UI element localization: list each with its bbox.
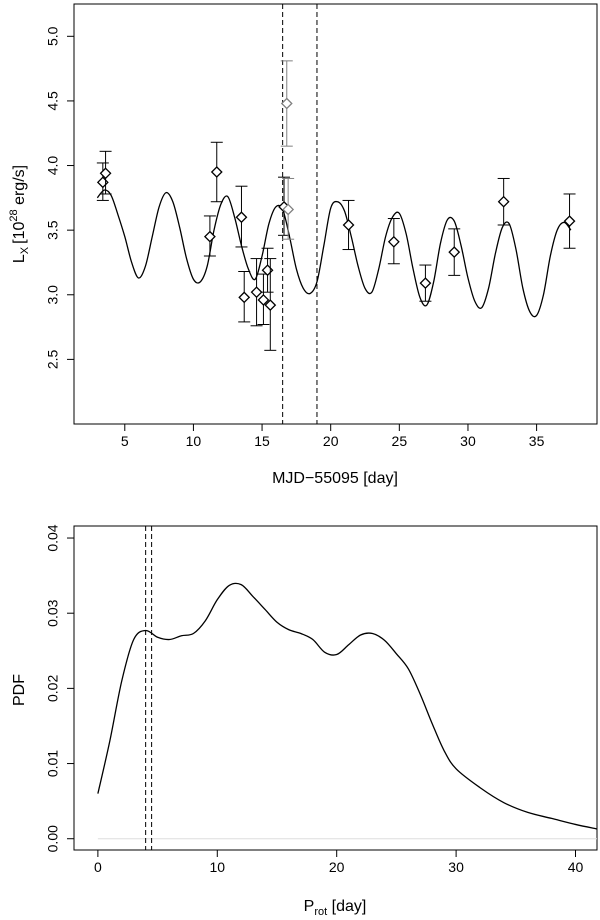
data-point-marker bbox=[563, 215, 576, 228]
lightcurve-y-tick-label: 3.5 bbox=[45, 220, 61, 240]
pdf-x-tick-label: 40 bbox=[568, 859, 584, 875]
pdf-y-tick-label: 0.04 bbox=[45, 524, 61, 551]
data-point-marker bbox=[419, 277, 432, 290]
data-point-marker bbox=[280, 97, 293, 110]
data-point-marker bbox=[264, 299, 277, 312]
data-point-marker bbox=[282, 203, 295, 216]
pdf-y-axis-label: PDF bbox=[11, 674, 28, 706]
data-point-marker bbox=[99, 167, 112, 180]
pdf-x-tick-label: 20 bbox=[329, 859, 345, 875]
lightcurve-y-tick-label: 5.0 bbox=[45, 26, 61, 46]
lightcurve-y-tick-label: 4.0 bbox=[45, 156, 61, 176]
data-point-marker bbox=[342, 219, 355, 231]
lightcurve-x-axis-label: MJD−55095 [day] bbox=[272, 470, 398, 487]
data-point-marker bbox=[96, 176, 109, 189]
pdf-panel: 0 10 20 30 40 0.00 0.01 0.02 0.03 0.04 Prot [day]… bbox=[11, 524, 598, 918]
data-point-marker bbox=[203, 230, 216, 243]
data-point-marker bbox=[257, 294, 270, 306]
lightcurve-y-tick-label: 4.5 bbox=[45, 91, 61, 111]
pdf-x-tick-label: 0 bbox=[94, 859, 102, 875]
data-point-marker bbox=[210, 166, 223, 178]
pdf-line bbox=[97, 582, 598, 830]
lightcurve-x-tick-label: 15 bbox=[254, 433, 270, 449]
lightcurve-x-tick-label: 10 bbox=[186, 433, 202, 449]
lightcurve-x-tick-label: 25 bbox=[392, 433, 408, 449]
pdf-y-tick-label: 0.03 bbox=[45, 599, 61, 626]
lightcurve-plot-frame bbox=[73, 3, 598, 425]
lightcurve-y-axis-label: LX[1028 erg/s] bbox=[8, 165, 31, 263]
lightcurve-x-tick-label: 20 bbox=[323, 433, 339, 449]
pdf-x-axis-label: Prot [day] bbox=[304, 898, 367, 918]
data-point-marker bbox=[238, 291, 251, 304]
data-point-marker bbox=[387, 235, 400, 248]
lightcurve-y-tick-label: 2.5 bbox=[45, 349, 61, 369]
lightcurve-x-tick-label: 35 bbox=[529, 433, 545, 449]
pdf-y-tick-label: 0.00 bbox=[45, 825, 61, 852]
pdf-x-tick-label: 10 bbox=[209, 859, 225, 875]
data-point-marker bbox=[250, 286, 263, 299]
lightcurve-x-tick-label: 5 bbox=[121, 433, 129, 449]
pdf-y-tick-label: 0.02 bbox=[45, 675, 61, 702]
data-point-marker bbox=[497, 195, 510, 208]
data-point-marker bbox=[448, 246, 461, 259]
pdf-y-tick-label: 0.01 bbox=[45, 750, 61, 777]
pdf-plot-frame bbox=[73, 525, 598, 851]
lightcurve-panel: 5 10 15 20 25 30 35 2.5 3.0 3.5 4.0 4.5 5.0 MJD−5509… bbox=[8, 3, 598, 487]
lightcurve-model-line bbox=[96, 189, 572, 318]
data-point-marker bbox=[235, 211, 248, 224]
lightcurve-x-tick-label: 30 bbox=[460, 433, 476, 449]
lightcurve-y-tick-label: 3.0 bbox=[45, 285, 61, 305]
pdf-x-tick-label: 30 bbox=[448, 859, 464, 875]
